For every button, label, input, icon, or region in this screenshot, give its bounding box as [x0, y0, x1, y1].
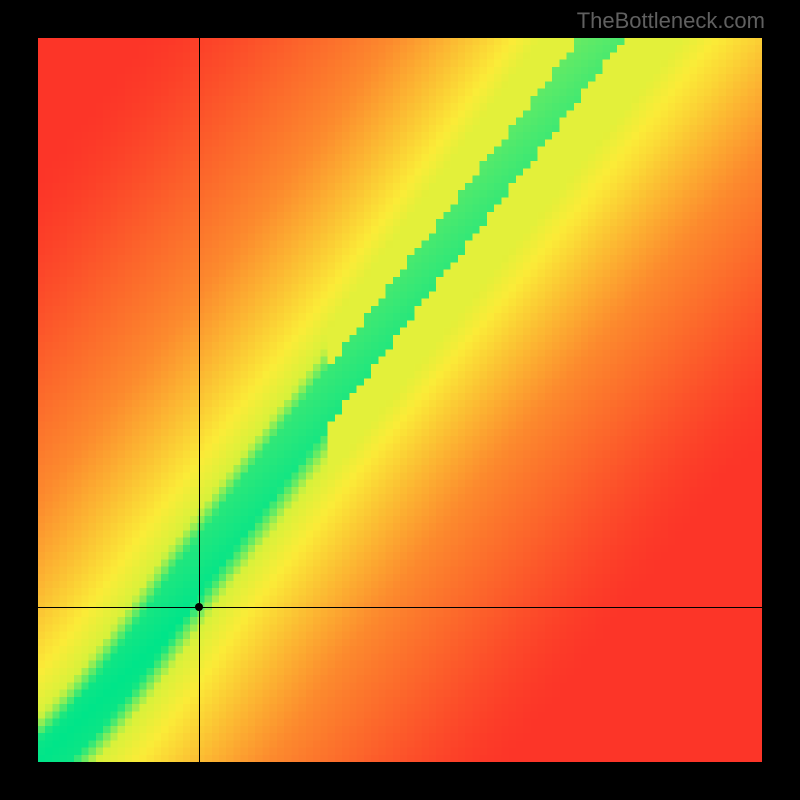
watermark-text: TheBottleneck.com	[577, 8, 765, 34]
heatmap-plot	[38, 38, 762, 762]
crosshair-vertical	[199, 38, 200, 762]
crosshair-horizontal	[38, 607, 762, 608]
data-point-marker	[195, 603, 203, 611]
heatmap-canvas	[38, 38, 762, 762]
